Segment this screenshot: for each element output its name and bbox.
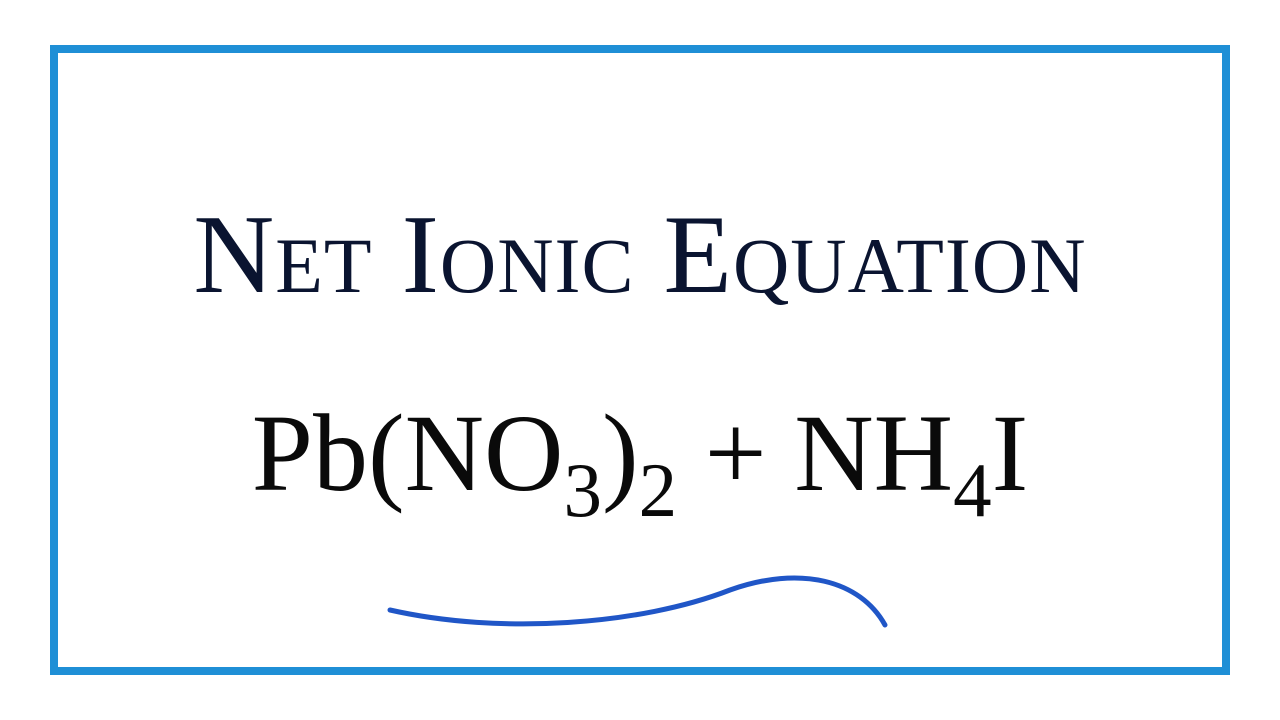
paren-close: ) <box>602 392 639 514</box>
paren-open: ( <box>368 392 405 514</box>
title-text: Net Ionic Equation <box>118 194 1162 317</box>
plus-operator: + <box>677 392 794 514</box>
formula-lead-nitrate: Pb(NO3)2 <box>252 392 677 514</box>
el-no: NO <box>405 392 564 514</box>
formula-ammonium-iodide: NH4I <box>794 392 1028 514</box>
sub-4: 4 <box>953 447 992 533</box>
sub-2: 2 <box>639 447 678 533</box>
el-pb: Pb <box>252 392 368 514</box>
sub-3: 3 <box>564 447 603 533</box>
el-i: I <box>992 392 1029 514</box>
el-nh: NH <box>794 392 953 514</box>
decorative-swoosh <box>380 555 900 645</box>
swoosh-path <box>390 578 885 625</box>
chemical-equation: Pb(NO3)2 + NH4I <box>118 398 1162 526</box>
content-frame: Net Ionic Equation Pb(NO3)2 + NH4I <box>50 45 1230 675</box>
